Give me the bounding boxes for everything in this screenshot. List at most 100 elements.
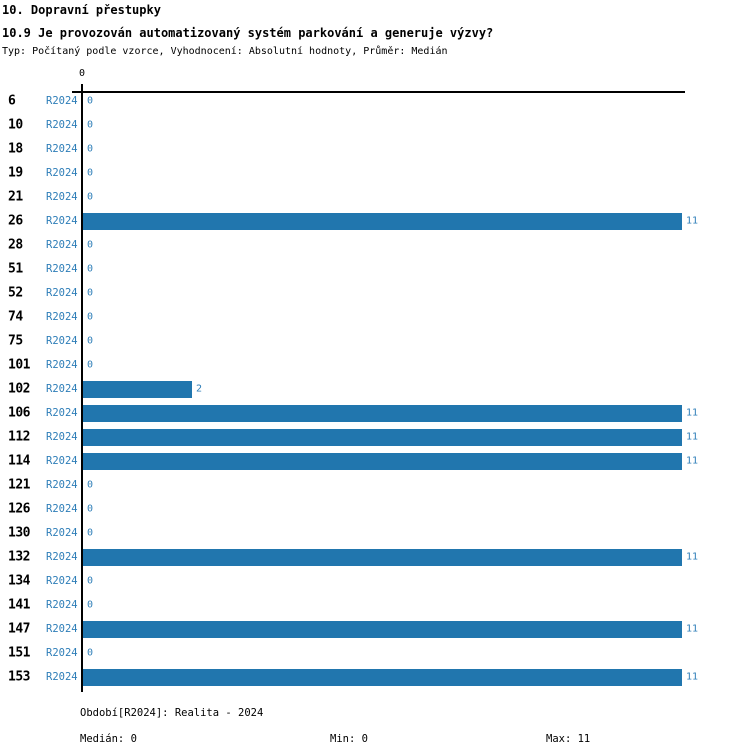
- chart-row: 134 R2024 0: [0, 569, 750, 593]
- row-category-label: 21: [8, 189, 23, 205]
- row-series-label: R2024: [46, 647, 78, 659]
- bar-value-label: 11: [686, 407, 699, 419]
- row-series-label: R2024: [46, 455, 78, 467]
- footer-max-label: Max: 11: [546, 733, 591, 745]
- chart-row: 19 R2024 0: [0, 161, 750, 185]
- chart-row: 151 R2024 0: [0, 641, 750, 665]
- row-series-label: R2024: [46, 623, 78, 635]
- footer-period-label: Období[R2024]: Realita - 2024: [80, 707, 264, 719]
- page-title: 10. Dopravní přestupky: [2, 3, 161, 17]
- row-category-label: 26: [8, 213, 23, 229]
- row-series-label: R2024: [46, 575, 78, 587]
- row-category-label: 141: [8, 597, 30, 613]
- chart-row: 126 R2024 0: [0, 497, 750, 521]
- bar: [83, 668, 682, 686]
- row-category-label: 101: [8, 357, 30, 373]
- bar-value-label: 0: [87, 239, 94, 251]
- bar: [83, 452, 682, 470]
- row-category-label: 121: [8, 477, 30, 493]
- chart-row: 51 R2024 0: [0, 257, 750, 281]
- plot-area: 0 6 R2024 0 10 R2024 0 18 R2024 0 19 R20…: [0, 68, 750, 692]
- chart-row: 153 R2024 11: [0, 665, 750, 689]
- bar-value-label: 0: [87, 575, 94, 587]
- axis-top-line: [72, 91, 685, 93]
- bar-value-label: 0: [87, 335, 94, 347]
- chart-row: 106 R2024 11: [0, 401, 750, 425]
- bar: [83, 620, 682, 638]
- row-series-label: R2024: [46, 503, 78, 515]
- bar-value-label: 0: [87, 359, 94, 371]
- chart-row: 101 R2024 0: [0, 353, 750, 377]
- chart-row: 112 R2024 11: [0, 425, 750, 449]
- chart-row: 52 R2024 0: [0, 281, 750, 305]
- bar-value-label: 2: [196, 383, 203, 395]
- axis-vertical-line: [81, 91, 83, 692]
- bar-value-label: 11: [686, 671, 699, 683]
- chart-meta-subtitle: Typ: Počítaný podle vzorce, Vyhodnocení:…: [2, 46, 448, 57]
- bar-value-label: 0: [87, 479, 94, 491]
- row-category-label: 102: [8, 381, 30, 397]
- bar-value-label: 0: [87, 263, 94, 275]
- bar: [83, 212, 682, 230]
- bar: [83, 380, 192, 398]
- row-series-label: R2024: [46, 191, 78, 203]
- row-category-label: 130: [8, 525, 30, 541]
- bar-value-label: 0: [87, 287, 94, 299]
- bar-value-label: 0: [87, 95, 94, 107]
- row-series-label: R2024: [46, 599, 78, 611]
- row-series-label: R2024: [46, 95, 78, 107]
- bar-value-label: 0: [87, 143, 94, 155]
- bar-value-label: 11: [686, 215, 699, 227]
- row-category-label: 52: [8, 285, 23, 301]
- row-category-label: 126: [8, 501, 30, 517]
- row-category-label: 151: [8, 645, 30, 661]
- bar: [83, 548, 682, 566]
- chart-row: 6 R2024 0: [0, 89, 750, 113]
- row-category-label: 114: [8, 453, 30, 469]
- chart-row: 75 R2024 0: [0, 329, 750, 353]
- bar-value-label: 0: [87, 599, 94, 611]
- row-category-label: 6: [8, 93, 16, 109]
- row-series-label: R2024: [46, 143, 78, 155]
- row-category-label: 10: [8, 117, 23, 133]
- bar: [83, 428, 682, 446]
- bar-value-label: 11: [686, 623, 699, 635]
- row-category-label: 134: [8, 573, 30, 589]
- row-series-label: R2024: [46, 239, 78, 251]
- row-category-label: 28: [8, 237, 23, 253]
- footer-min-label: Min: 0: [330, 733, 368, 745]
- bar-value-label: 0: [87, 119, 94, 131]
- row-category-label: 18: [8, 141, 23, 157]
- row-category-label: 132: [8, 549, 30, 565]
- chart-row: 132 R2024 11: [0, 545, 750, 569]
- chart-row: 18 R2024 0: [0, 137, 750, 161]
- row-category-label: 112: [8, 429, 30, 445]
- bar-value-label: 0: [87, 167, 94, 179]
- chart-row: 141 R2024 0: [0, 593, 750, 617]
- bar-value-label: 11: [686, 455, 699, 467]
- bar-value-label: 0: [87, 527, 94, 539]
- row-series-label: R2024: [46, 383, 78, 395]
- row-series-label: R2024: [46, 311, 78, 323]
- row-series-label: R2024: [46, 215, 78, 227]
- bar-value-label: 0: [87, 191, 94, 203]
- bar-value-label: 0: [87, 503, 94, 515]
- row-category-label: 75: [8, 333, 23, 349]
- row-series-label: R2024: [46, 335, 78, 347]
- row-series-label: R2024: [46, 431, 78, 443]
- row-series-label: R2024: [46, 407, 78, 419]
- row-category-label: 147: [8, 621, 30, 637]
- row-series-label: R2024: [46, 671, 78, 683]
- bar-value-label: 11: [686, 551, 699, 563]
- bar-value-label: 0: [87, 647, 94, 659]
- chart-row: 28 R2024 0: [0, 233, 750, 257]
- bar-value-label: 11: [686, 431, 699, 443]
- chart-row: 10 R2024 0: [0, 113, 750, 137]
- row-category-label: 153: [8, 669, 30, 685]
- row-series-label: R2024: [46, 119, 78, 131]
- row-category-label: 106: [8, 405, 30, 421]
- row-series-label: R2024: [46, 287, 78, 299]
- chart-row: 114 R2024 11: [0, 449, 750, 473]
- footer-median-label: Medián: 0: [80, 733, 137, 745]
